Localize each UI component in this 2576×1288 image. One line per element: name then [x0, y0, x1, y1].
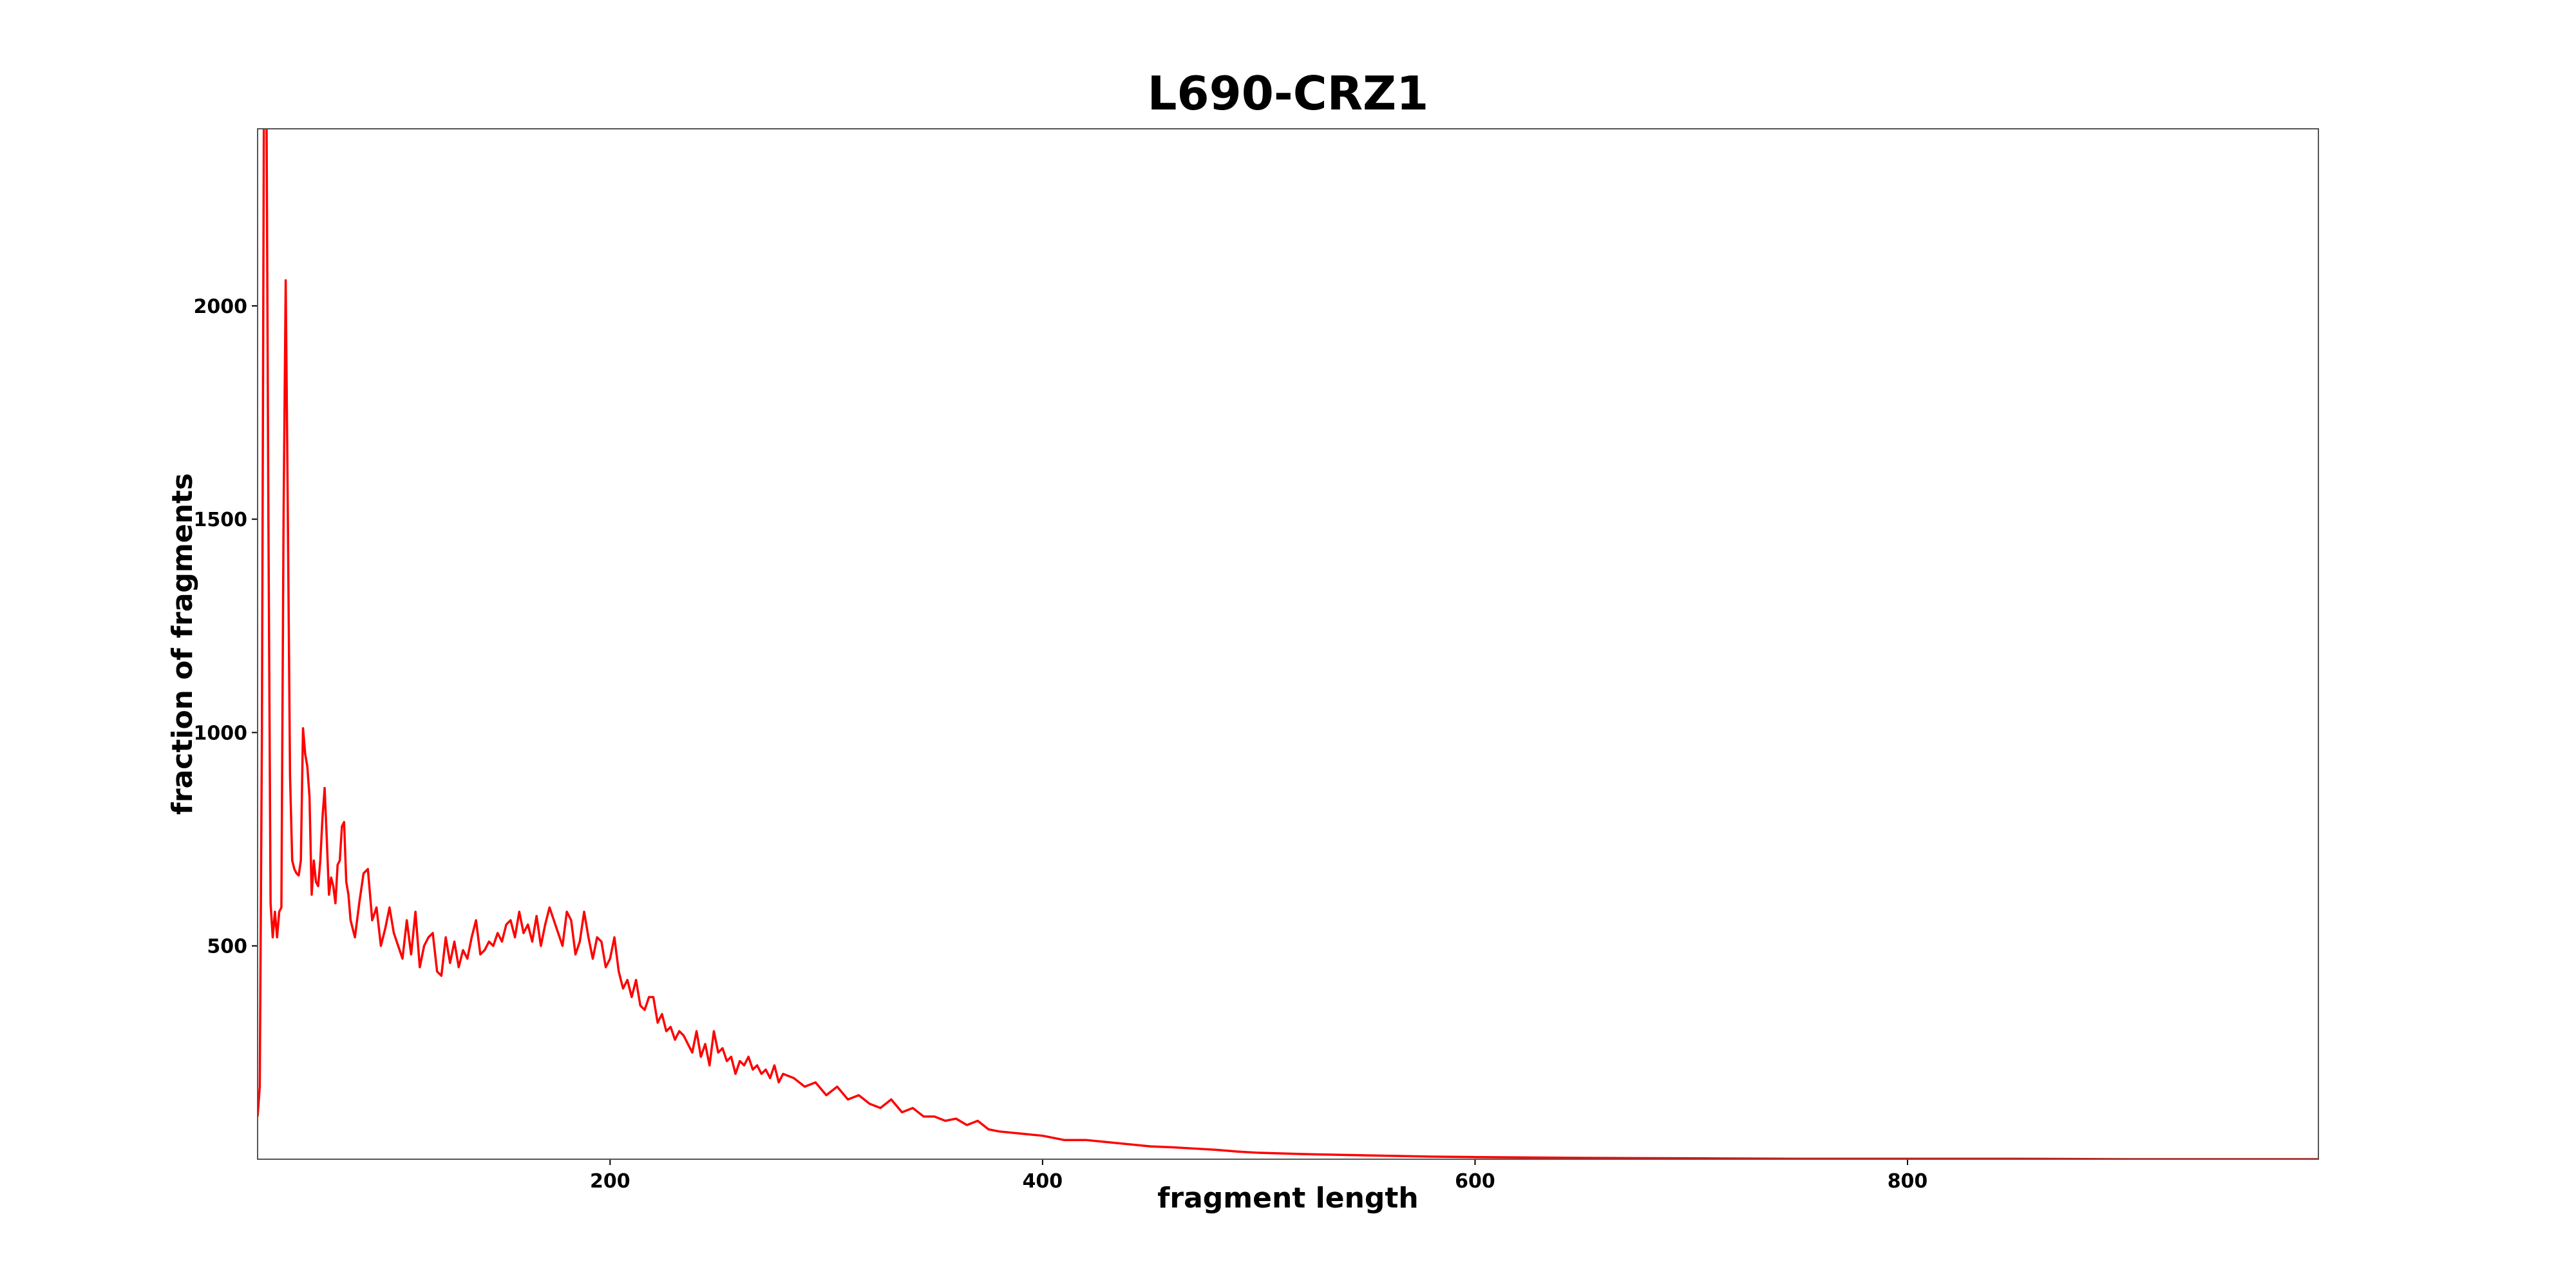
y-tick-label: 2000 [194, 296, 248, 318]
chart-title: L690-CRZ1 [1148, 66, 1429, 120]
x-axis-label: fragment length [1157, 1182, 1419, 1215]
y-tick-label: 500 [207, 936, 247, 958]
y-axis-label: fraction of fragments [166, 473, 199, 815]
y-tick-label: 1500 [194, 509, 248, 531]
x-tick-label: 400 [1023, 1170, 1063, 1193]
data-line [258, 129, 2318, 1159]
y-tick-label: 1000 [194, 722, 248, 744]
x-tick-label: 600 [1455, 1170, 1495, 1193]
x-tick-label: 800 [1888, 1170, 1928, 1193]
plot-frame [257, 128, 2319, 1160]
x-tick-label: 200 [590, 1170, 630, 1193]
